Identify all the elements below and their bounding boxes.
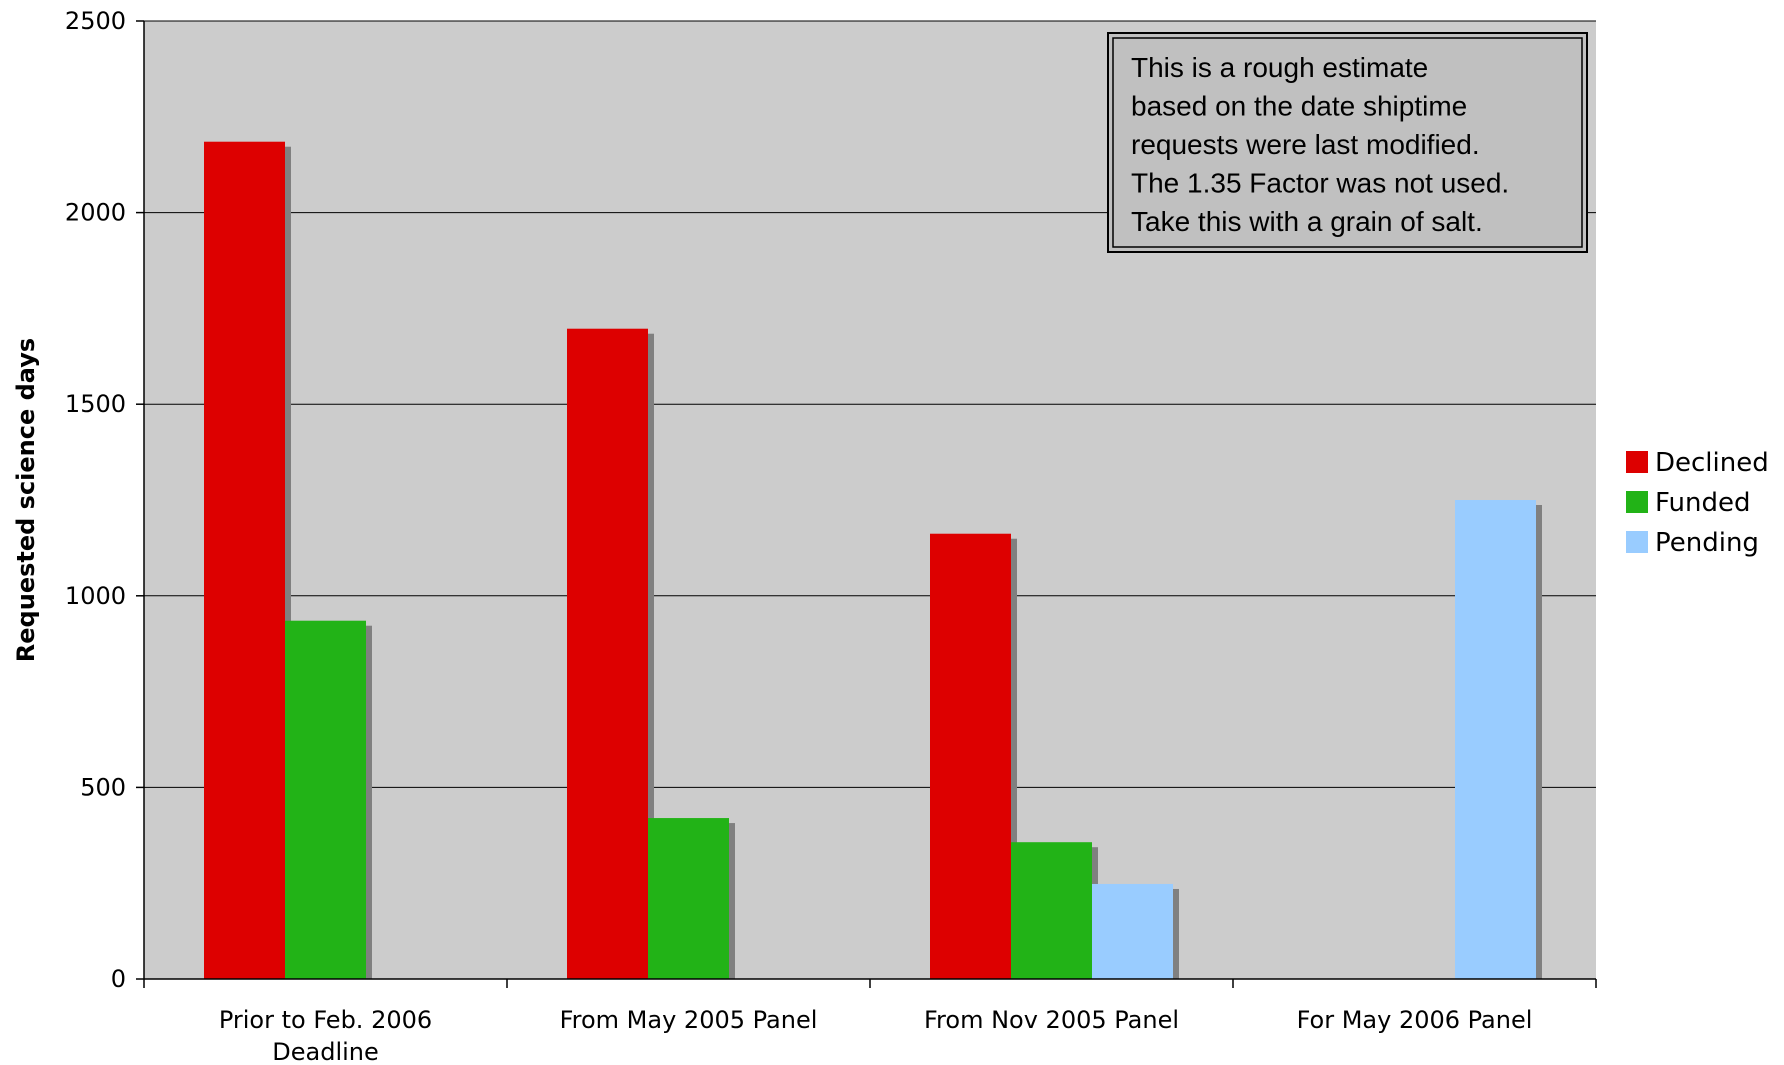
- x-category-label: From Nov 2005 Panel: [924, 1006, 1179, 1034]
- note-box-outer-border: [1107, 32, 1588, 253]
- bar-pending: [1092, 883, 1173, 979]
- x-category-label: For May 2006 Panel: [1297, 1006, 1533, 1034]
- axes: [136, 20, 1597, 988]
- bar-pending: [1455, 500, 1536, 979]
- note-line: This is a rough estimate: [1131, 52, 1428, 83]
- legend-label-pending: Pending: [1655, 528, 1759, 558]
- legend-swatch-declined: [1626, 451, 1648, 473]
- y-tick-label: 0: [111, 965, 126, 993]
- bars: [204, 141, 1542, 979]
- note-box-inner-border: [1112, 37, 1583, 248]
- note-line: based on the date shiptime: [1131, 91, 1467, 122]
- legend-swatch-funded: [1626, 491, 1648, 513]
- x-category-label: Prior to Feb. 2006: [219, 1006, 432, 1034]
- y-tick-label: 1000: [65, 582, 126, 610]
- y-axis-title: Requested science days: [12, 338, 40, 662]
- bar-funded: [648, 818, 729, 979]
- gridlines: [144, 20, 1596, 788]
- bar-declined: [930, 533, 1011, 979]
- bar-funded: [1011, 842, 1092, 979]
- note-line: requests were last modified.: [1131, 129, 1480, 160]
- bar-declined: [567, 328, 648, 979]
- y-tick-label: 2500: [65, 7, 126, 35]
- note-line: The 1.35 Factor was not used.: [1131, 168, 1509, 199]
- note-line: Take this with a grain of salt.: [1131, 206, 1483, 237]
- x-category-label: Deadline: [272, 1038, 379, 1065]
- y-tick-label: 500: [80, 773, 126, 801]
- legend-label-declined: Declined: [1655, 448, 1769, 478]
- y-tick-labels: 0 500 1000 1500 2000 2500: [65, 7, 126, 993]
- y-tick-label: 1500: [65, 390, 126, 418]
- legend-swatch-pending: [1626, 531, 1648, 553]
- legend: Declined Funded Pending: [1626, 448, 1769, 558]
- bar-funded: [285, 620, 366, 979]
- x-category-label: From May 2005 Panel: [560, 1006, 818, 1034]
- note-box: This is a rough estimate based on the dat…: [1107, 32, 1588, 253]
- y-tick-label: 2000: [65, 199, 126, 227]
- legend-label-funded: Funded: [1655, 488, 1751, 518]
- bar-declined: [204, 141, 285, 979]
- x-category-labels: Prior to Feb. 2006 Deadline From May 2005 …: [219, 1006, 1533, 1065]
